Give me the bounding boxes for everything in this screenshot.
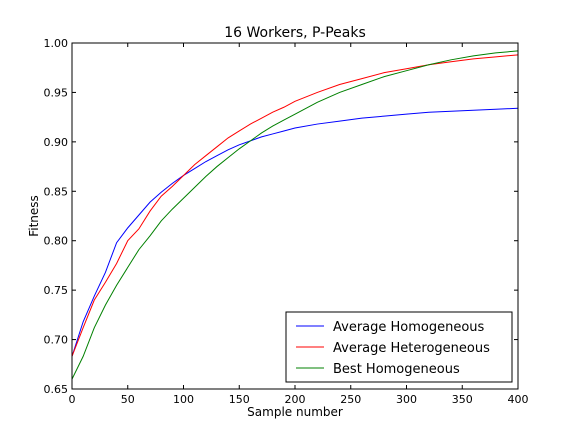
legend-label-average-homogeneous: Average Homogeneous (333, 320, 485, 335)
y-tick-label: 1.00 (44, 37, 69, 50)
series-line-average-homogeneous (72, 107, 518, 357)
x-axis-title: Sample number (247, 405, 343, 419)
x-tick-label: 0 (69, 393, 76, 406)
x-tick-label: 350 (452, 393, 473, 406)
y-tick-label: 0.70 (44, 334, 69, 347)
series-line-average-heterogeneous (72, 54, 518, 357)
y-tick-label: 0.85 (44, 185, 69, 198)
x-tick-label: 300 (396, 393, 417, 406)
y-axis: 0.65 0.70 0.75 0.80 0.85 0.90 0.95 1.00 (44, 37, 518, 396)
y-tick-label: 0.80 (44, 235, 69, 248)
y-tick-label: 0.90 (44, 136, 69, 149)
series-line-best-homogeneous (72, 50, 518, 380)
legend-label-best-homogeneous: Best Homogeneous (333, 362, 460, 377)
x-tick-label: 400 (508, 393, 529, 406)
legend-label-average-heterogeneous: Average Heterogeneous (333, 341, 490, 356)
x-axis: 0 50 100 150 200 250 300 350 400 (69, 43, 529, 406)
y-tick-label: 0.75 (44, 284, 69, 297)
y-axis-title: Fitness (27, 195, 41, 237)
legend: Average Homogeneous Average Heterogeneou… (285, 311, 513, 383)
y-tick-label: 0.95 (44, 86, 69, 99)
x-tick-label: 100 (173, 393, 194, 406)
x-tick-label: 250 (340, 393, 361, 406)
x-tick-label: 150 (229, 393, 250, 406)
chart-title: 16 Workers, P-Peaks (224, 25, 366, 41)
x-tick-label: 200 (285, 393, 306, 406)
series-layer (72, 50, 518, 380)
y-tick-label: 0.65 (44, 383, 69, 396)
x-tick-label: 50 (121, 393, 135, 406)
